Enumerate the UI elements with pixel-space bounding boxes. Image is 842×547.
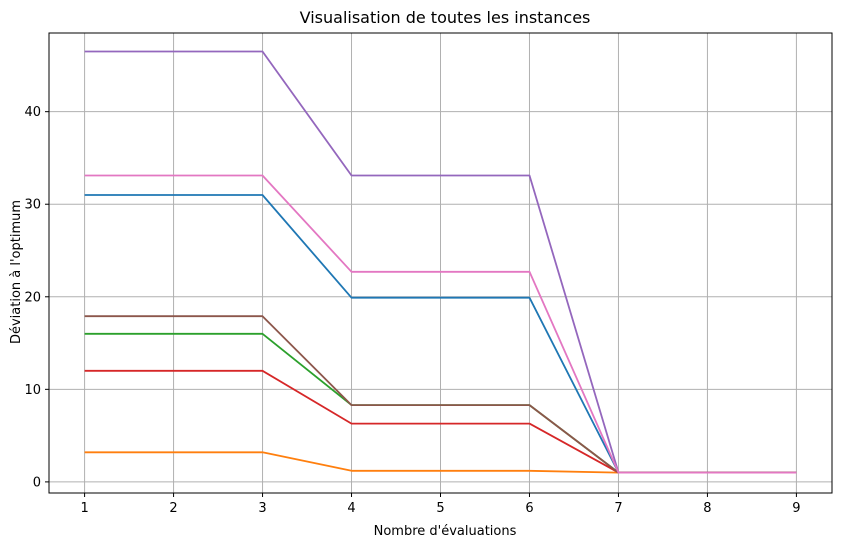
x-tick-label: 7 [614, 501, 622, 516]
x-tick-label: 2 [169, 501, 177, 516]
y-tick-label: 30 [24, 198, 41, 213]
x-axis-label: Nombre d'évaluations [374, 524, 517, 539]
y-tick-label: 0 [33, 475, 41, 490]
x-tick-label: 5 [436, 501, 444, 516]
grid-lines [49, 33, 832, 493]
y-axis-label: Déviation à l'optimum [9, 200, 24, 344]
y-axis-ticks: 0 10 20 30 40 [24, 105, 49, 490]
y-tick-label: 40 [24, 105, 41, 120]
y-tick-label: 20 [24, 290, 41, 305]
x-tick-label: 9 [792, 501, 800, 516]
x-tick-label: 1 [80, 501, 88, 516]
series-line-7 [84, 174, 797, 474]
x-axis-ticks: 1 2 3 4 5 6 7 8 9 [80, 493, 801, 516]
x-tick-label: 4 [347, 501, 355, 516]
x-tick-label: 3 [258, 501, 266, 516]
y-tick-label: 10 [24, 383, 41, 398]
x-tick-label: 8 [703, 501, 711, 516]
series-group [84, 50, 797, 474]
x-tick-label: 6 [525, 501, 533, 516]
chart-title: Visualisation de toutes les instances [300, 8, 591, 27]
